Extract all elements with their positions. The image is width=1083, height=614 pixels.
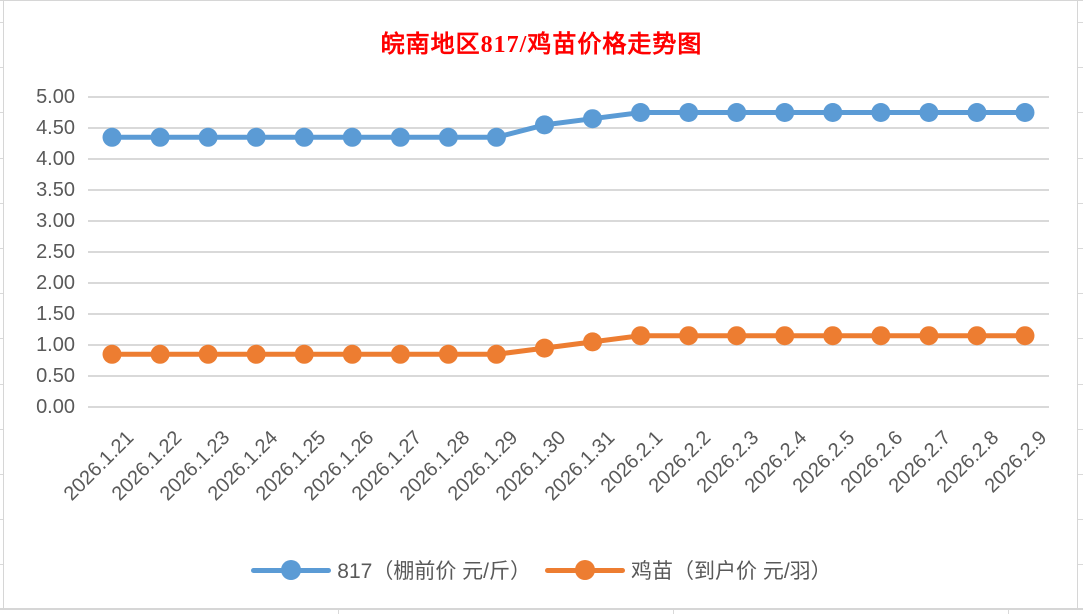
row-boundary-tick xyxy=(1078,203,1083,204)
data-point[interactable] xyxy=(246,127,266,147)
row-boundary-tick xyxy=(0,429,3,430)
legend-marker-jimiao-icon xyxy=(545,560,626,580)
column-boundary-tick xyxy=(673,610,674,614)
y-tick-label: 4.50 xyxy=(36,117,75,139)
row-boundary-tick xyxy=(0,384,3,385)
data-point[interactable] xyxy=(967,103,987,122)
data-point[interactable] xyxy=(1015,326,1035,346)
y-tick-label: 0.00 xyxy=(36,396,75,418)
data-point[interactable] xyxy=(390,344,410,364)
row-boundary-tick xyxy=(0,158,3,159)
y-tick-label: 1.50 xyxy=(36,303,75,325)
data-point[interactable] xyxy=(631,326,651,346)
row-boundary-tick xyxy=(0,203,3,204)
legend: 817（棚前价 元/斤） 鸡苗（到户价 元/羽） xyxy=(0,551,1083,589)
worksheet-edge-bottom xyxy=(0,608,1083,610)
data-point[interactable] xyxy=(390,127,410,147)
data-point[interactable] xyxy=(775,326,795,346)
data-point[interactable] xyxy=(679,326,699,346)
data-point[interactable] xyxy=(823,326,843,346)
data-point[interactable] xyxy=(727,326,747,346)
data-point[interactable] xyxy=(919,103,939,122)
row-boundary-tick xyxy=(0,519,3,520)
row-boundary-tick xyxy=(1078,22,1083,23)
y-tick-label: 2.50 xyxy=(36,241,75,263)
y-tick-label: 2.00 xyxy=(36,272,75,294)
row-boundary-tick xyxy=(1078,67,1083,68)
row-boundary-tick xyxy=(0,248,3,249)
data-point[interactable] xyxy=(534,115,554,135)
data-point[interactable] xyxy=(534,338,554,358)
legend-item-jimiao[interactable]: 鸡苗（到户价 元/羽） xyxy=(545,555,832,585)
data-point[interactable] xyxy=(486,344,506,364)
column-boundary-tick xyxy=(1008,610,1009,614)
row-boundary-tick xyxy=(0,564,3,565)
data-point[interactable] xyxy=(150,127,170,147)
data-point[interactable] xyxy=(775,103,795,122)
data-point[interactable] xyxy=(342,344,362,364)
row-boundary-tick xyxy=(0,293,3,294)
row-boundary-tick xyxy=(1078,429,1083,430)
legend-item-817[interactable]: 817（棚前价 元/斤） xyxy=(251,555,531,585)
y-tick-label: 4.00 xyxy=(36,148,75,170)
y-tick-label: 3.00 xyxy=(36,210,75,232)
data-point[interactable] xyxy=(727,103,747,122)
chart-title: 皖南地区817/鸡苗价格走势图 xyxy=(380,32,703,58)
data-point[interactable] xyxy=(871,103,891,122)
row-boundary-tick xyxy=(0,474,3,475)
row-boundary-tick xyxy=(1078,338,1083,339)
data-point[interactable] xyxy=(150,344,170,364)
data-point[interactable] xyxy=(583,332,603,352)
y-tick-label: 1.00 xyxy=(36,334,75,356)
data-point[interactable] xyxy=(438,127,458,147)
worksheet-edge-left xyxy=(3,0,4,608)
row-boundary-tick xyxy=(1078,158,1083,159)
data-point[interactable] xyxy=(102,127,122,147)
data-point[interactable] xyxy=(246,344,266,364)
data-point[interactable] xyxy=(198,344,218,364)
data-point[interactable] xyxy=(486,127,506,147)
data-point[interactable] xyxy=(1015,103,1035,122)
y-tick-label: 5.00 xyxy=(36,86,75,108)
worksheet-edge-top xyxy=(0,0,1083,1)
y-tick-label: 3.50 xyxy=(36,179,75,201)
row-boundary-tick xyxy=(0,22,3,23)
worksheet-edge-right xyxy=(1077,0,1078,608)
data-point[interactable] xyxy=(102,344,122,364)
row-boundary-tick xyxy=(0,112,3,113)
row-boundary-tick xyxy=(0,338,3,339)
data-point[interactable] xyxy=(294,127,314,147)
row-boundary-tick xyxy=(1078,474,1083,475)
legend-label-jimiao: 鸡苗（到户价 元/羽） xyxy=(631,560,832,583)
data-point[interactable] xyxy=(631,103,651,122)
data-point[interactable] xyxy=(871,326,891,346)
data-point[interactable] xyxy=(679,103,699,122)
data-point[interactable] xyxy=(294,344,314,364)
row-boundary-tick xyxy=(1078,248,1083,249)
data-point[interactable] xyxy=(198,127,218,147)
legend-marker-817-icon xyxy=(251,560,332,580)
legend-label-817: 817（棚前价 元/斤） xyxy=(337,560,532,583)
y-tick-label: 0.50 xyxy=(36,365,75,387)
data-point[interactable] xyxy=(967,326,987,346)
row-boundary-tick xyxy=(1078,112,1083,113)
data-point[interactable] xyxy=(823,103,843,122)
row-boundary-tick xyxy=(1078,564,1083,565)
data-point[interactable] xyxy=(919,326,939,346)
data-point[interactable] xyxy=(342,127,362,147)
column-boundary-tick xyxy=(338,610,339,614)
data-point[interactable] xyxy=(438,344,458,364)
row-boundary-tick xyxy=(1078,384,1083,385)
row-boundary-tick xyxy=(1078,519,1083,520)
row-boundary-tick xyxy=(0,67,3,68)
row-boundary-tick xyxy=(1078,293,1083,294)
data-point[interactable] xyxy=(583,109,603,129)
